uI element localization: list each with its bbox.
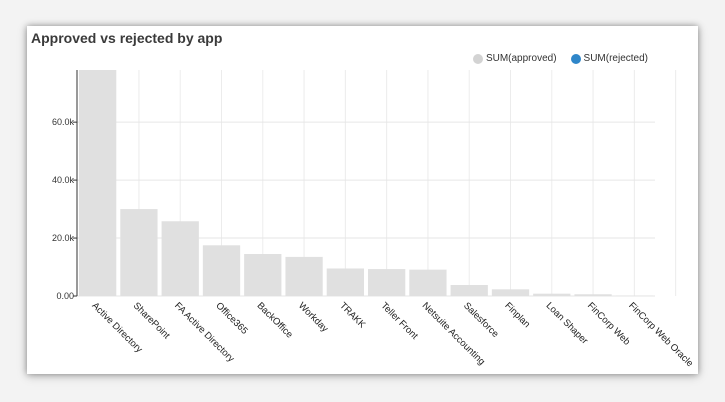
y-tick-label: 60.0k: [52, 117, 75, 127]
x-tick-label: FinCorp Web: [585, 300, 632, 347]
bar-approved: [244, 253, 282, 296]
x-tick-label: Loan Shaper: [544, 300, 590, 346]
chart-title: Approved vs rejected by app: [31, 30, 223, 46]
x-tick-label: Teller Front: [379, 300, 421, 342]
y-tick-label: 0.00: [56, 291, 74, 301]
legend-item-rejected[interactable]: SUM(rejected): [570, 53, 648, 64]
legend: SUM(approved) SUM(rejected): [472, 53, 648, 64]
legend-dot-rejected: [570, 53, 581, 64]
x-tick-label: SharePoint: [131, 300, 172, 341]
x-tick-label: FinCorp Web Oracle: [626, 300, 695, 369]
bar-approved: [326, 268, 364, 296]
bar-approved: [491, 289, 530, 296]
x-tick-label: BackOffice: [255, 300, 295, 340]
x-tick-label: Salesforce: [461, 300, 501, 340]
legend-label-approved: SUM(approved): [485, 53, 557, 64]
bar-approved: [120, 209, 158, 296]
bar-approved: [533, 293, 571, 296]
bar-approved: [368, 269, 406, 296]
bar-approved: [79, 70, 117, 296]
bar-approved: [202, 245, 241, 296]
x-tick-label: TRAKK: [337, 300, 368, 331]
bar-approved: [409, 269, 447, 296]
bar-approved: [574, 294, 612, 296]
chart-card: Approved vs rejected by app SUM(approved…: [27, 26, 698, 374]
x-tick-label: Workday: [296, 300, 330, 334]
bar-approved: [161, 221, 199, 296]
y-tick-label: 20.0k: [52, 233, 75, 243]
y-tick-label: 40.0k: [52, 175, 75, 185]
legend-label-rejected: SUM(rejected): [583, 53, 648, 64]
legend-dot-approved: [472, 53, 483, 64]
x-tick-label: Finplan: [502, 300, 532, 330]
legend-item-approved[interactable]: SUM(approved): [472, 53, 557, 64]
x-tick-label: Office365: [213, 300, 249, 336]
bar-approved: [450, 284, 488, 296]
bar-approved: [285, 256, 323, 296]
